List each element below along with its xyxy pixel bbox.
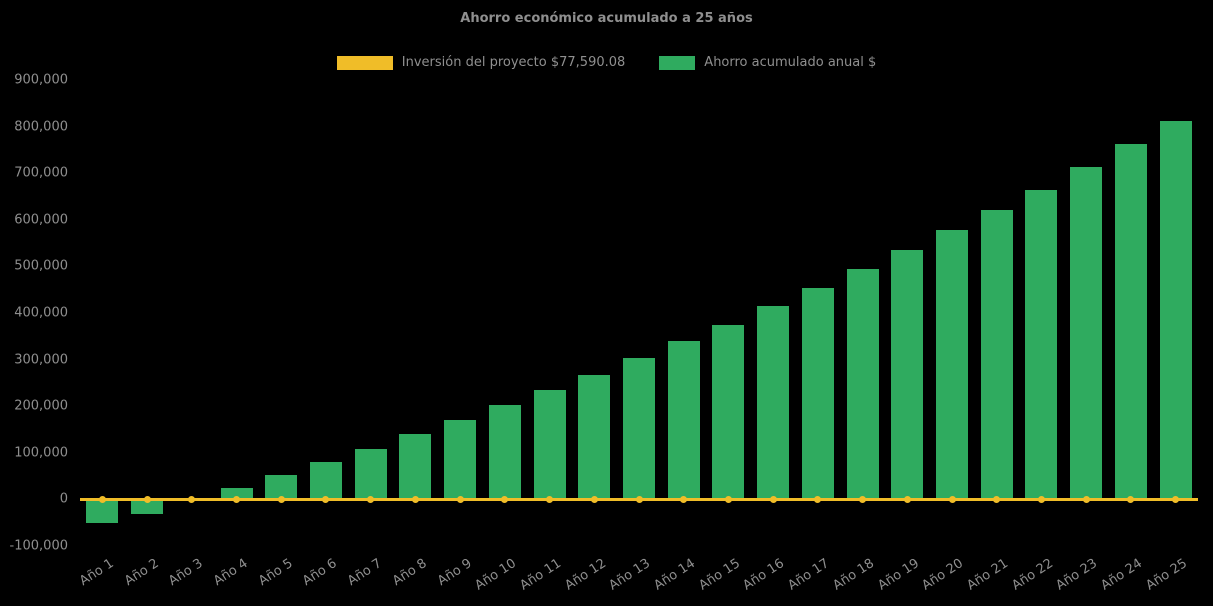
investment-line-marker-icon bbox=[188, 495, 196, 503]
y-tick-label: 700,000 bbox=[14, 165, 68, 181]
bar bbox=[131, 499, 164, 515]
x-tick-label: Año 23 bbox=[1053, 556, 1101, 594]
investment-line-marker-icon bbox=[635, 495, 643, 503]
y-tick-label: 300,000 bbox=[14, 352, 68, 368]
bar bbox=[265, 475, 298, 500]
x-tick-label: Año 10 bbox=[472, 556, 520, 594]
savings-swatch-icon bbox=[659, 55, 696, 70]
x-tick-label: Año 9 bbox=[434, 556, 475, 590]
bar bbox=[444, 420, 477, 500]
investment-line-marker-icon bbox=[680, 495, 688, 503]
investment-line-marker-icon bbox=[724, 495, 732, 503]
bar bbox=[980, 210, 1013, 500]
x-tick-label: Año 20 bbox=[919, 556, 967, 594]
bar bbox=[891, 250, 924, 500]
x-tick-label: Año 16 bbox=[740, 556, 788, 594]
investment-line-marker-icon bbox=[590, 495, 598, 503]
x-tick-label: Año 14 bbox=[651, 556, 698, 594]
x-tick-label: Año 19 bbox=[874, 556, 922, 594]
bar bbox=[1025, 189, 1058, 500]
legend-item-investment[interactable]: Inversión del proyecto $77,590.08 bbox=[336, 55, 626, 70]
bar bbox=[1159, 120, 1192, 500]
x-tick-label: Año 6 bbox=[300, 556, 341, 590]
x-tick-label: Año 12 bbox=[561, 556, 609, 594]
x-tick-label: Año 22 bbox=[1009, 556, 1056, 594]
investment-line-marker-icon bbox=[1037, 495, 1045, 503]
investment-line-marker-icon bbox=[456, 495, 464, 503]
y-tick-label: -100,000 bbox=[9, 538, 68, 554]
y-tick-label: 600,000 bbox=[14, 212, 68, 228]
x-tick-label: Año 7 bbox=[345, 556, 385, 590]
bar bbox=[1070, 167, 1103, 500]
x-tick-label: Año 8 bbox=[389, 556, 430, 590]
y-tick-label: 200,000 bbox=[14, 398, 68, 414]
bar bbox=[86, 499, 119, 523]
y-tick-label: 0 bbox=[59, 491, 68, 507]
bar bbox=[1114, 143, 1147, 500]
investment-line-marker-icon bbox=[1172, 495, 1180, 503]
bar bbox=[220, 487, 253, 500]
x-axis: Año 1 Año 2 Año 3 Año 4 Año 5 Año 6 Año 7 Año 8… bbox=[76, 550, 1198, 606]
investment-line-marker-icon bbox=[546, 495, 554, 503]
x-tick-label: Año 4 bbox=[211, 556, 251, 590]
legend-item-savings[interactable]: Ahorro acumulado anual $ bbox=[659, 55, 876, 70]
y-tick-label: 800,000 bbox=[14, 119, 68, 135]
investment-line-marker-icon bbox=[903, 495, 911, 503]
investment-line-marker-icon bbox=[143, 495, 151, 503]
investment-line-marker-icon bbox=[411, 495, 419, 503]
bar bbox=[757, 306, 790, 500]
bar bbox=[399, 434, 432, 500]
x-tick-label: Año 21 bbox=[964, 556, 1011, 594]
x-tick-label: Año 2 bbox=[121, 556, 162, 590]
x-tick-label: Año 1 bbox=[76, 556, 117, 590]
legend-label-savings: Ahorro acumulado anual $ bbox=[704, 55, 877, 70]
x-tick-label: Año 13 bbox=[606, 556, 654, 594]
legend: Inversión del proyecto $77,590.08 Ahorro… bbox=[0, 55, 1213, 70]
investment-line-marker-icon bbox=[769, 495, 777, 503]
y-tick-label: 500,000 bbox=[14, 258, 68, 274]
bar bbox=[801, 288, 834, 500]
x-tick-label: Año 18 bbox=[830, 556, 877, 594]
investment-line-marker-icon bbox=[233, 495, 241, 503]
y-tick-label: 900,000 bbox=[14, 72, 68, 88]
investment-line-marker-icon bbox=[814, 495, 822, 503]
bar bbox=[578, 374, 611, 500]
investment-line-marker-icon bbox=[948, 495, 956, 503]
x-tick-label: Año 25 bbox=[1143, 556, 1190, 594]
x-tick-label: Año 11 bbox=[517, 556, 564, 594]
x-tick-label: Año 24 bbox=[1098, 556, 1146, 594]
chart-title: Ahorro económico acumulado a 25 años bbox=[460, 11, 753, 26]
y-tick-label: 100,000 bbox=[14, 445, 68, 461]
bar bbox=[667, 340, 700, 500]
bar bbox=[846, 268, 879, 500]
investment-line-marker-icon bbox=[98, 495, 106, 503]
bar bbox=[309, 462, 342, 500]
legend-label-investment: Inversión del proyecto $77,590.08 bbox=[401, 55, 626, 70]
bar bbox=[712, 324, 745, 500]
x-tick-label: Año 17 bbox=[785, 556, 833, 594]
investment-line-marker-icon bbox=[859, 495, 867, 503]
y-tick-label: 400,000 bbox=[14, 305, 68, 321]
investment-line-marker-icon bbox=[277, 495, 285, 503]
bar bbox=[488, 405, 521, 500]
bar bbox=[533, 389, 566, 500]
x-tick-label: Año 3 bbox=[166, 556, 206, 590]
investment-line-marker-icon bbox=[1127, 495, 1135, 503]
bar bbox=[936, 230, 969, 500]
plot-area bbox=[80, 80, 1198, 546]
y-axis: 900,000 800,000 700,000 600,000 500,000 400,0… bbox=[0, 73, 68, 554]
x-tick-label: Año 15 bbox=[696, 556, 743, 594]
investment-line-marker-icon bbox=[367, 495, 375, 503]
bar bbox=[354, 449, 387, 500]
investment-line-marker-icon bbox=[1082, 495, 1090, 503]
x-tick-label: Año 5 bbox=[255, 556, 296, 590]
investment-line-marker-icon bbox=[993, 495, 1001, 503]
investment-swatch-icon bbox=[336, 55, 393, 70]
bar bbox=[623, 358, 655, 500]
investment-line-marker-icon bbox=[501, 495, 509, 503]
investment-line-marker-icon bbox=[322, 495, 330, 503]
